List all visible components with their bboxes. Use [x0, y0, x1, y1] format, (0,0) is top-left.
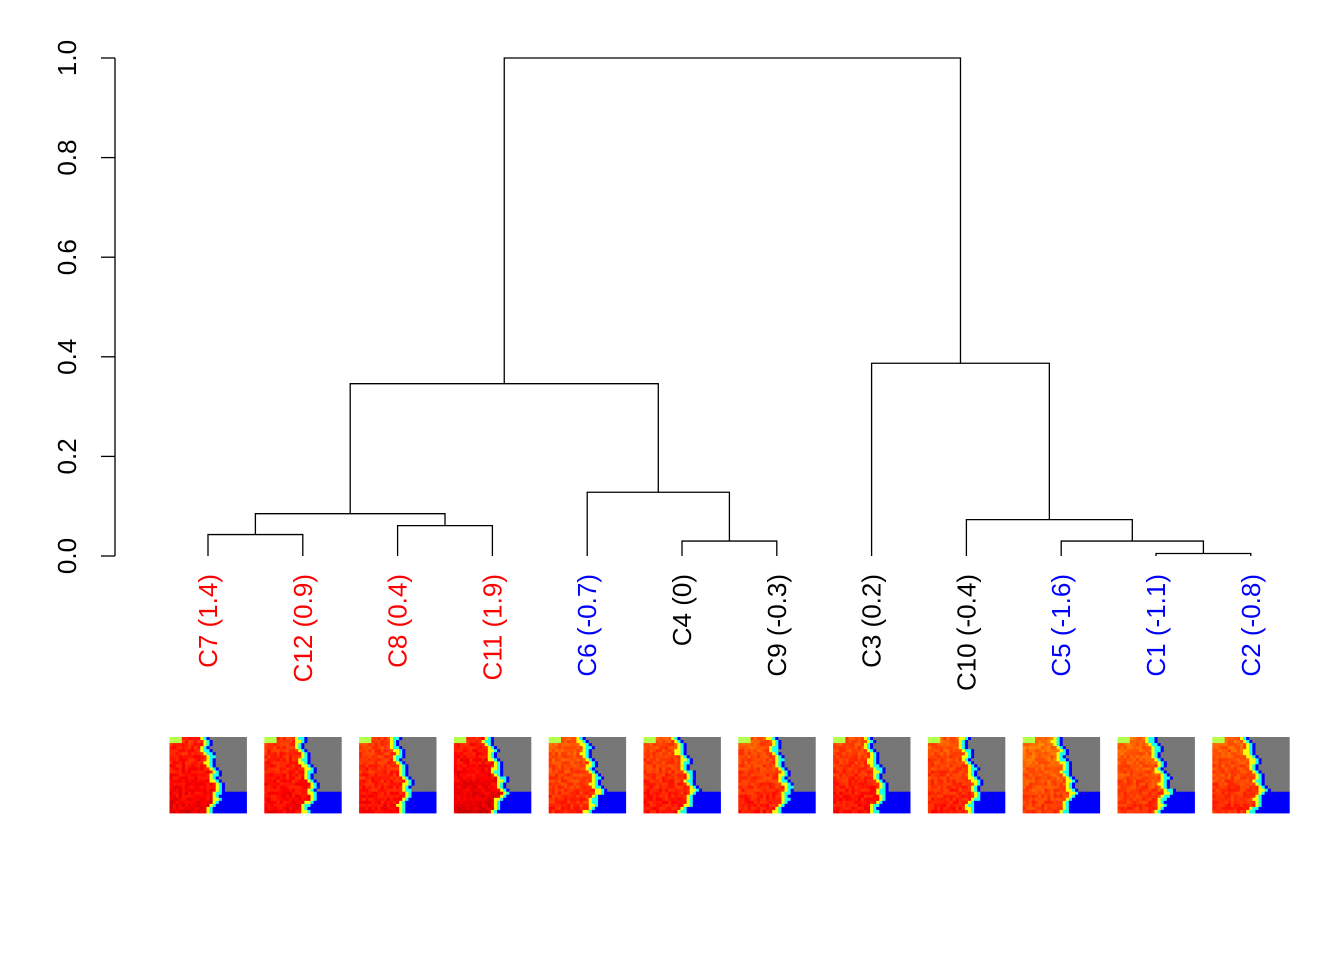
- y-axis: 0.0 0.2 0.4 0.6 0.8 1.0: [52, 40, 116, 574]
- leaf-label-c5: C5 (-1.6): [1046, 574, 1076, 677]
- y-tick-label: 0.4: [52, 339, 82, 375]
- leaf-label-c2: C2 (-0.8): [1236, 574, 1266, 677]
- dendrogram-branch: [207, 533, 304, 556]
- y-tick-label: 0.8: [52, 140, 82, 176]
- thumbnail-c7: [169, 737, 247, 814]
- leaf-labels: C7 (1.4) C12 (0.9) C8 (0.4) C11 (1.9) C6 (-0…: [193, 574, 1266, 691]
- leaf-label-c4: C4 (0): [667, 574, 697, 646]
- leaf-label-c8: C8 (0.4): [383, 574, 413, 668]
- dendrogram-branch: [254, 513, 446, 535]
- dendrogram-branch: [965, 518, 1133, 556]
- leaf-label-c3: C3 (0.2): [857, 574, 887, 668]
- dendrogram-branch: [503, 57, 962, 384]
- thumbnail-c5: [1022, 737, 1101, 814]
- map-thumbnails: [169, 737, 1290, 814]
- dendrogram-branch: [349, 383, 659, 514]
- y-tick-label: 0.2: [52, 438, 82, 474]
- dendrogram-branch: [586, 491, 731, 556]
- thumbnail-c1: [1117, 737, 1195, 814]
- dendrogram-branch: [870, 362, 1050, 556]
- dendrogram-branch: [396, 524, 494, 556]
- thumbnail-c8: [359, 737, 437, 814]
- leaf-label-c12: C12 (0.9): [288, 574, 318, 682]
- thumbnail-c12: [264, 737, 342, 814]
- thumbnail-c9: [738, 737, 816, 814]
- dendrogram-branch: [681, 540, 778, 556]
- thumbnail-c6: [548, 737, 627, 814]
- leaf-label-c11: C11 (1.9): [477, 574, 507, 680]
- thumbnail-c4: [643, 737, 721, 814]
- thumbnail-c10: [927, 737, 1006, 814]
- y-tick-label: 1.0: [52, 40, 82, 76]
- y-tick-label: 0.6: [52, 239, 82, 275]
- dendrogram-branch: [1155, 552, 1252, 556]
- leaf-label-c7: C7 (1.4): [193, 574, 223, 668]
- leaf-label-c1: C1 (-1.1): [1141, 574, 1171, 677]
- thumbnail-c3: [833, 737, 911, 814]
- dendrogram-tree: [207, 57, 1252, 556]
- thumbnail-c2: [1212, 737, 1290, 814]
- y-tick-label: 0.0: [52, 538, 82, 574]
- leaf-label-c10: C10 (-0.4): [951, 574, 981, 691]
- leaf-label-c6: C6 (-0.7): [572, 574, 602, 677]
- thumbnail-c11: [453, 737, 532, 814]
- leaf-label-c9: C9 (-0.3): [762, 574, 792, 677]
